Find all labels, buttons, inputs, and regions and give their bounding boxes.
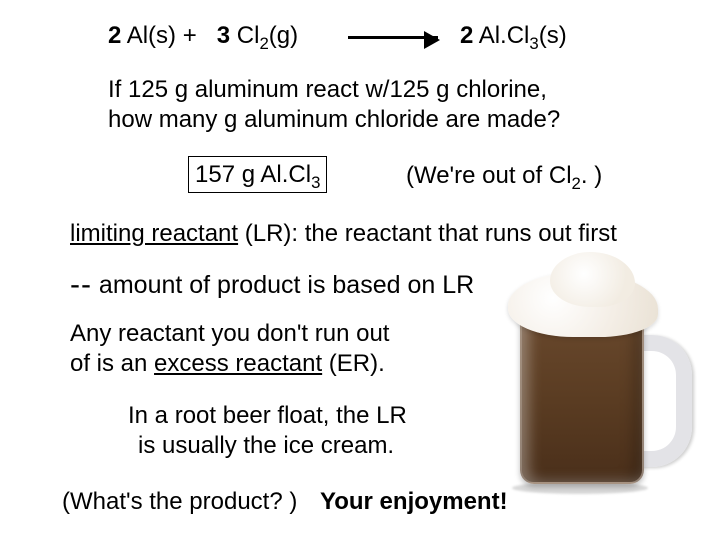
product-1-sub: 3 — [529, 34, 538, 53]
note-sub: 2 — [572, 174, 581, 193]
er-underline: excess reactant — [154, 350, 322, 377]
reaction-arrow — [348, 36, 438, 39]
reactant-1: Al(s) + — [121, 22, 203, 49]
coef-3: 2 — [460, 22, 473, 49]
bullet-text: amount of product is based on LR — [92, 271, 474, 299]
answer-box: 157 g Al.Cl3 — [188, 156, 327, 193]
slide: 2 Al(s) + 3 Cl2(g) 2 Al.Cl3(s) If 125 g … — [0, 0, 720, 540]
answer-box-wrap: 157 g Al.Cl3 — [188, 156, 327, 193]
answer-text: 157 g Al.Cl — [195, 161, 311, 188]
product: 2 Al.Cl3(s) — [460, 20, 567, 51]
rootbeer-line-2: is usually the ice cream. — [138, 430, 394, 461]
bullet-line: -- amount of product is based on LR — [70, 265, 474, 304]
product-question: (What's the product? ) — [62, 486, 297, 517]
lr-definition: limiting reactant (LR): the reactant tha… — [70, 218, 617, 249]
lr-rest: (LR): the reactant that runs out first — [238, 220, 617, 247]
coef-1: 2 — [108, 22, 121, 49]
note-b: . ) — [581, 162, 602, 189]
product-answer: Your enjoyment! — [320, 486, 508, 517]
mug-foam-top — [550, 252, 635, 307]
equation: 2 Al(s) + 3 Cl2(g) — [108, 20, 298, 51]
er-line-2: of is an excess reactant (ER). — [70, 348, 385, 379]
er-line-1: Any reactant you don't run out — [70, 318, 389, 349]
question-line-1: If 125 g aluminum react w/125 g chlorine… — [108, 74, 547, 105]
rootbeer-line-1: In a root beer float, the LR — [128, 400, 407, 431]
coef-2: 3 — [217, 22, 230, 49]
reactant-2a: Cl — [230, 22, 259, 49]
er-2a: of is an — [70, 350, 154, 377]
answer-sub: 3 — [311, 173, 320, 192]
reactant-2b: (g) — [269, 22, 298, 49]
reactant-2-sub: 2 — [259, 34, 268, 53]
answer-note: (We're out of Cl2. ) — [406, 160, 602, 191]
question-line-2: how many g aluminum chloride are made? — [108, 104, 560, 135]
er-2b: (ER). — [322, 350, 385, 377]
product-1a: Al.Cl — [473, 22, 529, 49]
root-beer-float-icon — [500, 280, 690, 500]
product-1b: (s) — [539, 22, 567, 49]
lr-underline: limiting reactant — [70, 220, 238, 247]
note-a: (We're out of Cl — [406, 162, 572, 189]
bullet-dash: -- — [70, 268, 92, 301]
